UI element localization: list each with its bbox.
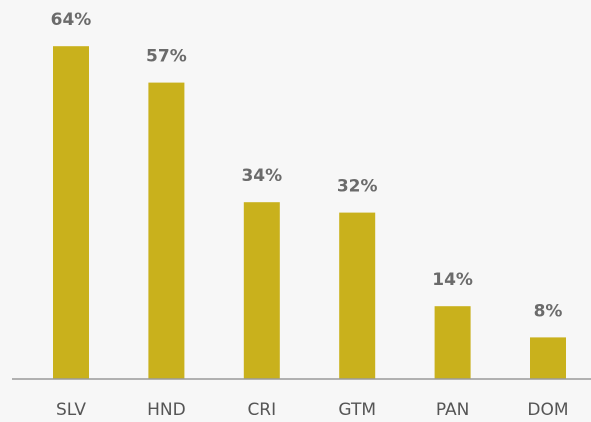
value-label: 32% <box>337 177 378 197</box>
bar <box>53 46 89 379</box>
x-tick-label: PAN <box>436 400 470 420</box>
value-label: 64% <box>51 10 92 30</box>
bar <box>243 202 280 379</box>
x-tick-label: DOM <box>527 400 568 420</box>
x-tick-label: GTM <box>338 400 376 420</box>
value-label: 14% <box>432 270 473 290</box>
x-tick-label: CRI <box>247 400 276 420</box>
value-label: 34% <box>241 166 282 186</box>
x-tick-label: HND <box>147 400 186 420</box>
bar <box>530 337 566 379</box>
value-label: 57% <box>146 47 187 67</box>
bar <box>148 82 185 379</box>
value-label: 8% <box>534 301 563 321</box>
bar <box>434 306 471 379</box>
x-tick-label: SLV <box>56 400 86 420</box>
bar <box>339 212 376 379</box>
